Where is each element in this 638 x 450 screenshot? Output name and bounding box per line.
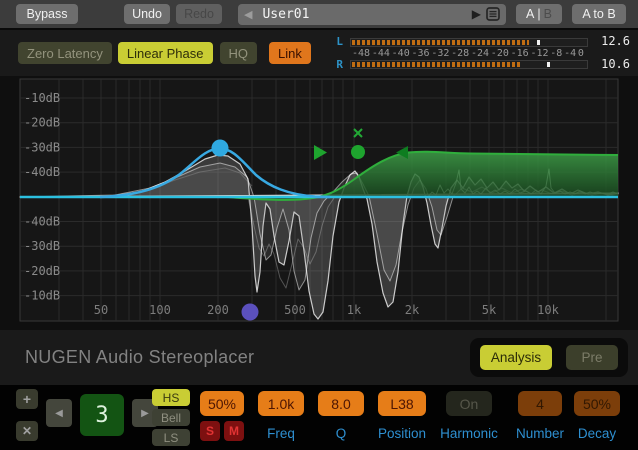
freq-axis-label: 50 bbox=[94, 303, 108, 317]
meter-scale-tick: -44 bbox=[371, 47, 390, 59]
ab-b-label: B bbox=[543, 7, 552, 21]
band-number-display: 3 bbox=[80, 394, 124, 436]
green-shelf-curve bbox=[227, 150, 619, 201]
freq-axis-label: 5k bbox=[482, 303, 497, 317]
shape-hs-button[interactable]: HS bbox=[152, 389, 190, 406]
analysis-button[interactable]: Analysis bbox=[480, 345, 552, 370]
top-toolbar: Bypass Undo Redo ◀ User01 ▶ A | B A to B bbox=[0, 0, 638, 28]
meter-scale-tick: -48 bbox=[352, 47, 371, 59]
meter-scale-tick: -4 bbox=[564, 47, 577, 59]
preset-play-icon[interactable]: ▶ bbox=[471, 7, 481, 21]
meter-scale-tick: -36 bbox=[411, 47, 430, 59]
shape-ls-button[interactable]: LS bbox=[152, 429, 190, 446]
toolbar-divider bbox=[0, 28, 638, 30]
harmonic-value-button[interactable]: On bbox=[446, 391, 492, 416]
db-axis-label: -40dB bbox=[24, 215, 60, 229]
freq-axis-label: 10k bbox=[537, 303, 559, 317]
preset-name: User01 bbox=[262, 6, 310, 22]
level-meters: L R -48 -44 -40 -36 -32 -28 -24 -20 -16 -12 -8 -4 0 … bbox=[336, 34, 630, 71]
position-value-button[interactable]: L38 bbox=[378, 391, 426, 416]
meter-scale-tick: -8 bbox=[550, 47, 563, 59]
db-axis-label: -30dB bbox=[24, 140, 60, 154]
meter-bar-left bbox=[350, 37, 588, 47]
freq-axis-label: 500 bbox=[284, 303, 306, 317]
freq-axis-label: 2k bbox=[405, 303, 420, 317]
preset-menu-icon[interactable] bbox=[486, 7, 500, 21]
ab-a-label: A bbox=[526, 7, 535, 21]
prev-band-button[interactable]: ◀ bbox=[46, 399, 72, 427]
meter-l-label: L bbox=[336, 35, 343, 48]
blue-band-node[interactable] bbox=[211, 139, 229, 157]
preset-selector[interactable]: ◀ User01 ▶ bbox=[238, 3, 506, 25]
freq-label: Freq bbox=[267, 425, 295, 441]
meter-l-value: 12.6 bbox=[601, 34, 630, 48]
pre-button[interactable]: Pre bbox=[566, 345, 618, 370]
analysis-group: Analysis Pre bbox=[470, 338, 628, 377]
meter-r-label: R bbox=[336, 58, 343, 71]
db-axis-label: -10dB bbox=[24, 289, 60, 303]
remove-band-button[interactable]: ✕ bbox=[16, 421, 38, 441]
hq-button[interactable]: HQ bbox=[219, 42, 257, 64]
meter-scale-tick: -12 bbox=[530, 47, 549, 59]
meter-scale-tick: -32 bbox=[431, 47, 450, 59]
meter-scale-tick: -16 bbox=[510, 47, 529, 59]
number-label: Number bbox=[515, 425, 564, 441]
freq-axis-label: 1k bbox=[347, 303, 362, 317]
preset-prev-icon[interactable]: ◀ bbox=[244, 8, 253, 21]
meter-r-value: 10.6 bbox=[601, 57, 630, 71]
plugin-title: NUGEN Audio Stereoplacer bbox=[25, 347, 255, 367]
undo-button[interactable]: Undo bbox=[124, 4, 170, 24]
shape-bell-button[interactable]: Bell bbox=[152, 409, 190, 426]
meter-scale-tick: -24 bbox=[470, 47, 490, 59]
mix-value-button[interactable]: 50% bbox=[200, 391, 244, 416]
freq-axis-label: 200 bbox=[207, 303, 229, 317]
a-to-b-button[interactable]: A to B bbox=[572, 4, 626, 24]
q-label: Q bbox=[335, 425, 347, 441]
meter-scale: -48 -44 -40 -36 -32 -28 -24 -20 -16 -12 -8 -4 0 bbox=[350, 47, 588, 60]
ab-toggle-button[interactable]: A | B bbox=[516, 4, 562, 24]
plot-area[interactable] bbox=[19, 78, 619, 322]
linear-phase-button[interactable]: Linear Phase bbox=[117, 42, 213, 64]
purple-band-node[interactable] bbox=[241, 303, 259, 321]
solo-button[interactable]: S bbox=[200, 421, 220, 441]
meter-scale-tick: -40 bbox=[391, 47, 410, 59]
spectrum-trace-inner bbox=[247, 196, 335, 289]
decay-value-button[interactable]: 50% bbox=[574, 391, 620, 416]
meter-scale-tick: 0 bbox=[577, 47, 584, 59]
redo-button[interactable]: Redo bbox=[176, 4, 222, 24]
q-value-button[interactable]: 8.0 bbox=[318, 391, 364, 416]
meter-bar-right bbox=[350, 59, 588, 69]
freq-axis-label: 100 bbox=[149, 303, 171, 317]
zero-latency-button[interactable]: Zero Latency bbox=[18, 42, 112, 64]
harmonic-label: Harmonic bbox=[440, 425, 498, 441]
meter-scale-tick: -28 bbox=[451, 47, 470, 59]
bypass-button[interactable]: Bypass bbox=[16, 4, 78, 24]
db-axis-label: -20dB bbox=[24, 116, 60, 130]
options-row: Zero Latency Linear Phase HQ Link L R -4… bbox=[0, 30, 638, 76]
db-axis-label: -40dB bbox=[24, 165, 60, 179]
band-controls-bar: + ✕ ◀ 3 ▶ HS Bell LS 50% S M 1.0k Freq 8… bbox=[0, 385, 638, 450]
title-bar: NUGEN Audio Stereoplacer Analysis Pre bbox=[0, 330, 638, 385]
shelf-corner-icon[interactable] bbox=[396, 146, 408, 159]
band-remove-icon[interactable] bbox=[353, 128, 363, 138]
eq-graph-svg[interactable]: -10dB -20dB -30dB -40dB -40dB -30dB -20dB -10dB… bbox=[0, 76, 638, 330]
eq-graph-section: -10dB -20dB -30dB -40dB -40dB -30dB -20dB -10dB… bbox=[0, 76, 638, 330]
db-axis-label: -20dB bbox=[24, 264, 60, 278]
band-play-icon[interactable] bbox=[314, 145, 327, 160]
meter-scale-tick: -20 bbox=[490, 47, 509, 59]
number-value-button[interactable]: 4 bbox=[518, 391, 562, 416]
mute-button[interactable]: M bbox=[224, 421, 244, 441]
freq-value-button[interactable]: 1.0k bbox=[258, 391, 304, 416]
add-band-button[interactable]: + bbox=[16, 389, 38, 409]
link-button[interactable]: Link bbox=[269, 42, 311, 64]
green-shelf-fill bbox=[228, 151, 618, 200]
decay-label: Decay bbox=[577, 425, 617, 441]
db-axis-label: -10dB bbox=[24, 91, 60, 105]
position-label: Position bbox=[377, 425, 427, 441]
db-axis-label: -30dB bbox=[24, 239, 60, 253]
green-band-node[interactable] bbox=[351, 145, 365, 159]
ab-separator: | bbox=[537, 7, 541, 21]
